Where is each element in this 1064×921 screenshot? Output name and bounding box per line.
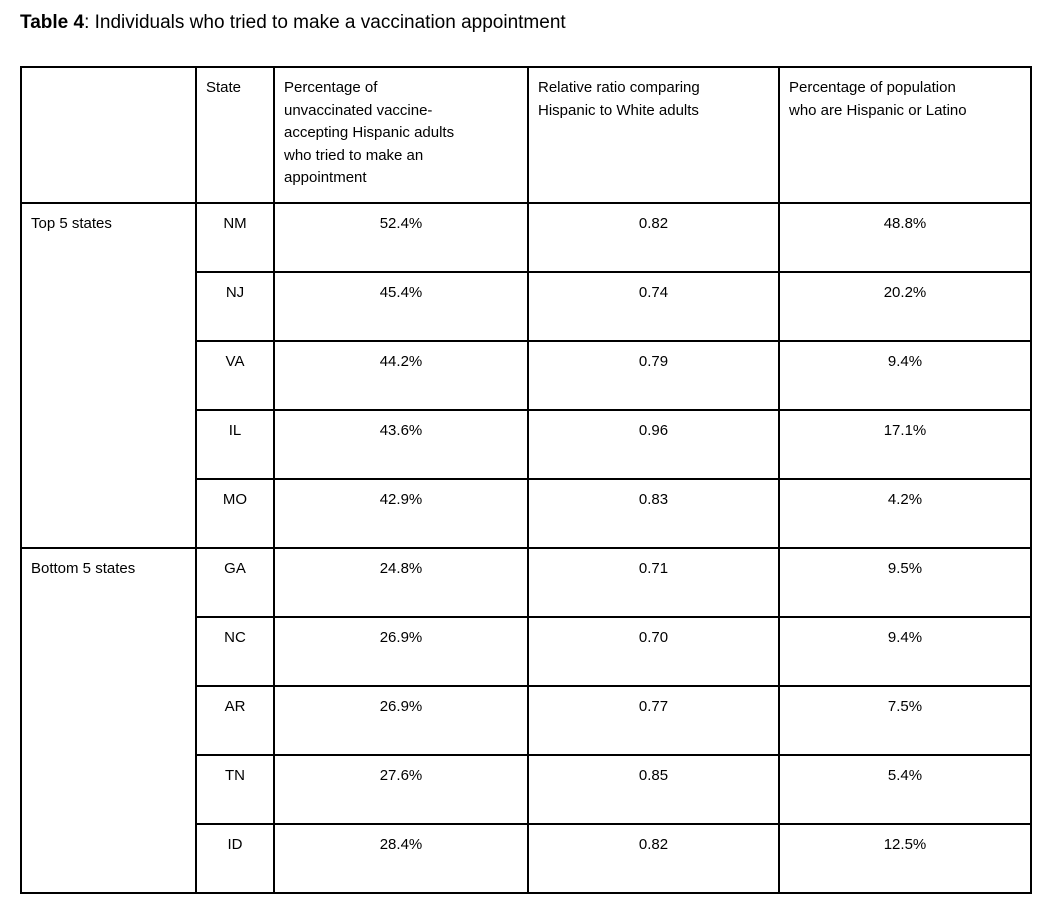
table-row: TN 27.6% 0.85 5.4% (21, 754, 1032, 825)
ratio-cell: 0.77 (527, 685, 780, 756)
table-caption-number: Table 4 (20, 12, 85, 33)
ratio-cell: 0.74 (527, 271, 780, 342)
header-group-cell (20, 66, 197, 204)
state-cell: VA (195, 340, 275, 411)
table-row: Bottom 5 states GA 24.8% 0.71 9.5% (20, 547, 1032, 894)
tried-pct-cell: 42.9% (273, 478, 529, 549)
pop-pct-cell: 12.5% (778, 823, 1032, 894)
state-cell: NM (195, 202, 275, 273)
table-row: MO 42.9% 0.83 4.2% (21, 478, 1032, 549)
pop-pct-cell: 7.5% (778, 685, 1032, 756)
tried-pct-cell: 24.8% (273, 547, 529, 618)
header-row: State Percentage of unvaccinated vaccine… (20, 66, 1032, 204)
header-ratio-cell: Relative ratio comparing Hispanic to Whi… (527, 66, 780, 204)
state-cell: NJ (195, 271, 275, 342)
state-cell: GA (195, 547, 275, 618)
table-row: IL 43.6% 0.96 17.1% (21, 409, 1032, 480)
table-row: ID 28.4% 0.82 12.5% (21, 823, 1032, 894)
ratio-cell: 0.79 (527, 340, 780, 411)
ratio-cell: 0.85 (527, 754, 780, 825)
pop-pct-cell: 20.2% (778, 271, 1032, 342)
state-cell: MO (195, 478, 275, 549)
pop-pct-cell: 5.4% (778, 754, 1032, 825)
state-cell: NC (195, 616, 275, 687)
ratio-cell: 0.96 (527, 409, 780, 480)
ratio-cell: 0.70 (527, 616, 780, 687)
table-caption-text: : Individuals who tried to make a vaccin… (84, 12, 566, 33)
table-row: Top 5 states NM 52.4% 0.82 48.8% (20, 202, 1032, 549)
pop-pct-cell: 4.2% (778, 478, 1032, 549)
tried-pct-cell: 27.6% (273, 754, 529, 825)
tried-pct-cell: 43.6% (273, 409, 529, 480)
group-label-top5: Top 5 states (20, 202, 197, 549)
state-cell: AR (195, 685, 275, 756)
group-label-bottom5: Bottom 5 states (20, 547, 197, 894)
ratio-cell: 0.82 (527, 823, 780, 894)
table-row: NC 26.9% 0.70 9.4% (21, 616, 1032, 687)
table-row: VA 44.2% 0.79 9.4% (21, 340, 1032, 411)
tried-pct-cell: 45.4% (273, 271, 529, 342)
table-caption: Table 4: Individuals who tried to make a… (20, 11, 566, 36)
table-row: NJ 45.4% 0.74 20.2% (21, 271, 1032, 342)
header-state-cell: State (195, 66, 275, 204)
state-cell: TN (195, 754, 275, 825)
ratio-cell: 0.82 (527, 202, 780, 273)
ratio-cell: 0.83 (527, 478, 780, 549)
pop-pct-cell: 48.8% (778, 202, 1032, 273)
tried-pct-cell: 52.4% (273, 202, 529, 273)
header-population-cell: Percentage of population who are Hispani… (778, 66, 1032, 204)
tried-pct-cell: 26.9% (273, 685, 529, 756)
tried-pct-cell: 44.2% (273, 340, 529, 411)
pop-pct-cell: 9.5% (778, 547, 1032, 618)
header-tried-cell: Percentage of unvaccinated vaccine- acce… (273, 66, 529, 204)
tried-pct-cell: 26.9% (273, 616, 529, 687)
ratio-cell: 0.71 (527, 547, 780, 618)
table-row: AR 26.9% 0.77 7.5% (21, 685, 1032, 756)
state-cell: IL (195, 409, 275, 480)
pop-pct-cell: 17.1% (778, 409, 1032, 480)
vaccination-appointment-table: State Percentage of unvaccinated vaccine… (20, 66, 1032, 894)
pop-pct-cell: 9.4% (778, 616, 1032, 687)
state-cell: ID (195, 823, 275, 894)
pop-pct-cell: 9.4% (778, 340, 1032, 411)
tried-pct-cell: 28.4% (273, 823, 529, 894)
